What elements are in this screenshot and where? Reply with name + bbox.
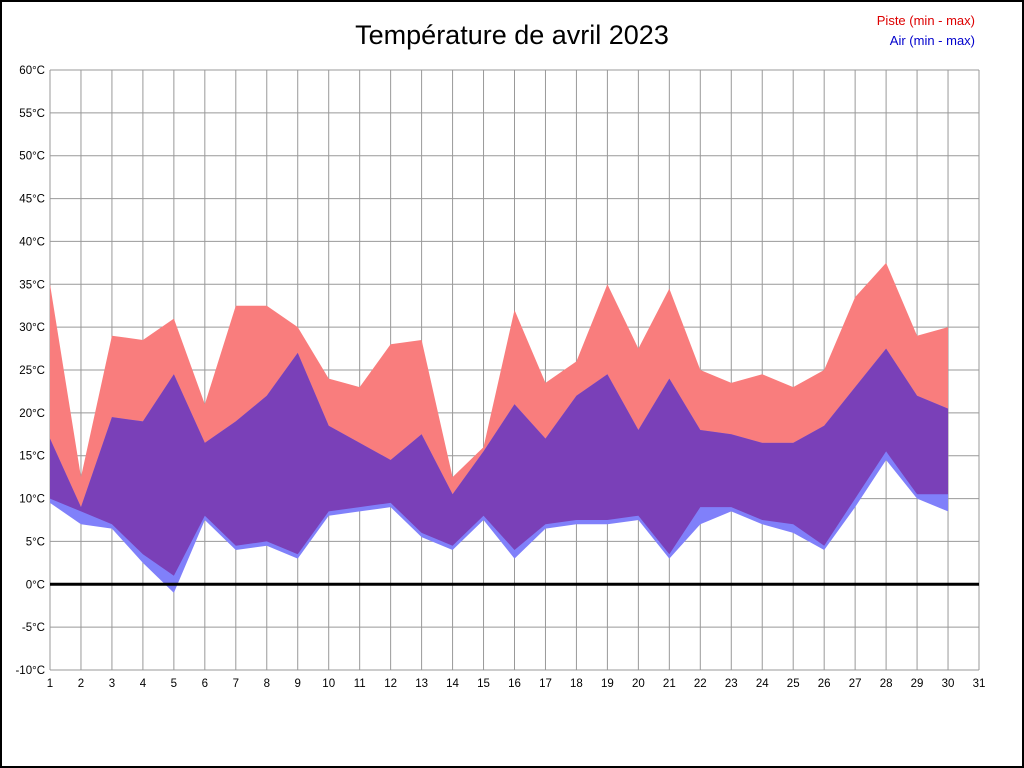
- svg-text:20°C: 20°C: [19, 408, 45, 420]
- svg-text:10°C: 10°C: [19, 494, 45, 506]
- svg-text:30°C: 30°C: [19, 322, 45, 334]
- svg-text:13: 13: [415, 678, 428, 690]
- svg-text:25°C: 25°C: [19, 365, 45, 377]
- svg-text:14: 14: [446, 678, 459, 690]
- svg-text:28: 28: [880, 678, 893, 690]
- svg-text:0°C: 0°C: [26, 579, 45, 591]
- svg-text:-10°C: -10°C: [15, 665, 45, 677]
- legend-air-label: Air (min - max): [889, 33, 975, 48]
- svg-text:35°C: 35°C: [19, 279, 45, 291]
- svg-text:25: 25: [787, 678, 800, 690]
- y-axis-labels: 60°C 55°C 50°C 45°C 40°C 35°C 30°C 25°C 20°C 15°C…: [15, 65, 45, 677]
- svg-text:2: 2: [78, 678, 84, 690]
- svg-text:17: 17: [539, 678, 552, 690]
- svg-text:26: 26: [818, 678, 831, 690]
- svg-text:55°C: 55°C: [19, 108, 45, 120]
- svg-text:21: 21: [663, 678, 676, 690]
- svg-text:5°C: 5°C: [26, 536, 45, 548]
- svg-text:11: 11: [354, 678, 366, 690]
- x-axis-labels: 1 2 3 4 5 6 7 8 9 10 11 12 13 14 15 16 17 18 19 20 21 22 23 24 2…: [47, 678, 986, 690]
- svg-text:1: 1: [47, 678, 53, 690]
- svg-text:19: 19: [601, 678, 614, 690]
- svg-text:31: 31: [973, 678, 986, 690]
- svg-text:50°C: 50°C: [19, 151, 45, 163]
- svg-text:10: 10: [322, 678, 335, 690]
- svg-text:9: 9: [295, 678, 301, 690]
- svg-text:-5°C: -5°C: [22, 622, 45, 634]
- svg-text:30: 30: [942, 678, 955, 690]
- legend-piste-label: Piste (min - max): [876, 13, 975, 28]
- svg-text:18: 18: [570, 678, 583, 690]
- svg-text:5: 5: [171, 678, 177, 690]
- legend: Piste (min - max) Air (min - max): [877, 11, 975, 51]
- chart-title: Température de avril 2023: [355, 20, 669, 50]
- svg-text:7: 7: [233, 678, 239, 690]
- svg-text:16: 16: [508, 678, 521, 690]
- svg-text:15°C: 15°C: [19, 451, 45, 463]
- svg-text:15: 15: [477, 678, 490, 690]
- svg-text:6: 6: [202, 678, 208, 690]
- svg-text:60°C: 60°C: [19, 65, 45, 77]
- svg-text:3: 3: [109, 678, 115, 690]
- svg-text:23: 23: [725, 678, 738, 690]
- svg-text:27: 27: [849, 678, 862, 690]
- svg-text:20: 20: [632, 678, 645, 690]
- svg-text:22: 22: [694, 678, 707, 690]
- svg-text:12: 12: [384, 678, 397, 690]
- overlap-band: [50, 348, 949, 576]
- svg-text:40°C: 40°C: [19, 236, 45, 248]
- svg-text:45°C: 45°C: [19, 194, 45, 206]
- svg-text:29: 29: [911, 678, 924, 690]
- svg-text:24: 24: [756, 678, 769, 690]
- svg-text:8: 8: [264, 678, 270, 690]
- svg-text:4: 4: [140, 678, 147, 690]
